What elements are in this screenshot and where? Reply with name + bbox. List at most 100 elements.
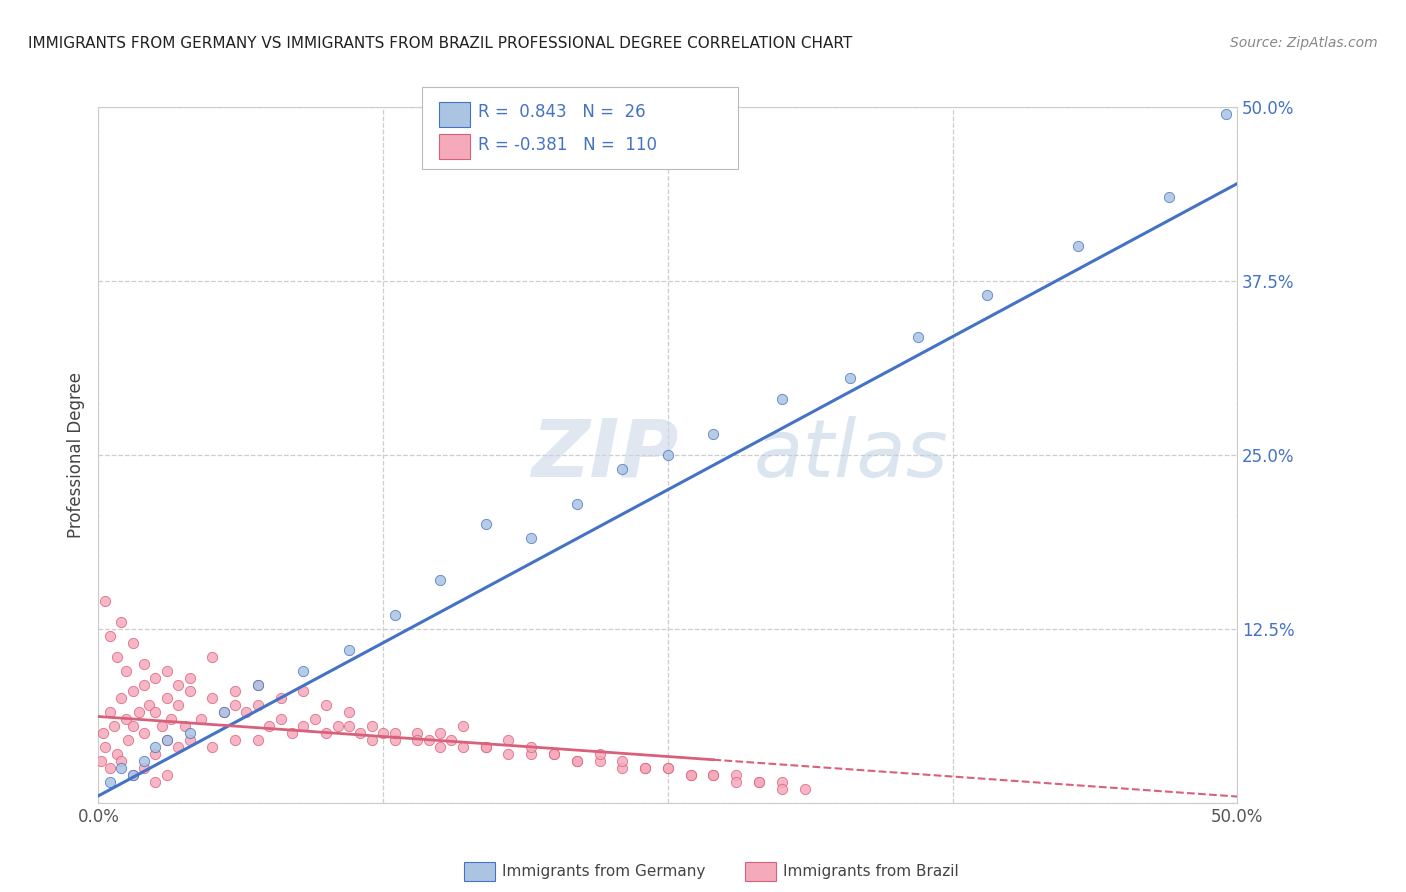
Point xyxy=(224,684,246,698)
Point xyxy=(292,719,315,733)
Point xyxy=(725,775,748,789)
Point xyxy=(315,698,337,713)
Point xyxy=(315,726,337,740)
Point xyxy=(384,733,406,747)
Point xyxy=(121,768,143,782)
Point xyxy=(1067,239,1090,253)
Point xyxy=(702,768,724,782)
Point xyxy=(281,726,304,740)
Point xyxy=(634,761,657,775)
Text: R =  0.843   N =  26: R = 0.843 N = 26 xyxy=(478,103,645,120)
Point xyxy=(132,657,155,671)
Point xyxy=(337,642,360,657)
Point xyxy=(145,740,167,755)
Point xyxy=(474,517,496,532)
Point xyxy=(543,747,565,761)
Point xyxy=(121,636,143,650)
Point xyxy=(246,733,269,747)
Point xyxy=(520,740,543,755)
Point xyxy=(429,726,451,740)
Point xyxy=(224,733,246,747)
Point xyxy=(110,615,132,629)
Point xyxy=(110,691,132,706)
Point xyxy=(114,664,136,678)
Point xyxy=(117,733,139,747)
Point xyxy=(98,706,121,720)
Point xyxy=(156,768,179,782)
Point xyxy=(105,747,128,761)
Point xyxy=(167,740,190,755)
Point xyxy=(132,761,155,775)
Y-axis label: Professional Degree: Professional Degree xyxy=(67,372,86,538)
Point xyxy=(565,497,588,511)
Point xyxy=(360,719,382,733)
Point xyxy=(520,532,543,546)
Point xyxy=(179,726,201,740)
Text: Immigrants from Brazil: Immigrants from Brazil xyxy=(783,864,959,879)
Point xyxy=(679,768,702,782)
Point xyxy=(128,706,150,720)
Point xyxy=(474,740,496,755)
Text: R = -0.381   N =  110: R = -0.381 N = 110 xyxy=(478,136,657,153)
Point xyxy=(201,649,224,664)
Point xyxy=(201,691,224,706)
Point xyxy=(179,684,201,698)
Point xyxy=(292,664,315,678)
Point xyxy=(612,761,634,775)
Text: Source: ZipAtlas.com: Source: ZipAtlas.com xyxy=(1230,36,1378,50)
Point xyxy=(976,288,998,302)
Point xyxy=(246,677,269,691)
Point xyxy=(702,768,724,782)
Point xyxy=(770,775,793,789)
Point xyxy=(748,775,770,789)
Point xyxy=(138,698,160,713)
Point xyxy=(292,684,315,698)
Point xyxy=(360,733,382,747)
Point xyxy=(145,706,167,720)
Point xyxy=(543,747,565,761)
Point xyxy=(132,677,155,691)
Point xyxy=(132,754,155,768)
Point xyxy=(179,671,201,685)
Point xyxy=(98,761,121,775)
Point xyxy=(588,747,610,761)
Point xyxy=(565,754,588,768)
Point xyxy=(145,671,167,685)
Point xyxy=(94,594,117,608)
Point xyxy=(94,740,117,755)
Point xyxy=(337,706,360,720)
Point xyxy=(326,719,349,733)
Point xyxy=(304,712,326,726)
Point xyxy=(212,706,235,720)
Point xyxy=(770,392,793,407)
Point xyxy=(657,448,679,462)
Point xyxy=(246,677,269,691)
Point xyxy=(179,733,201,747)
Text: ZIP: ZIP xyxy=(531,416,679,494)
Point xyxy=(702,427,724,442)
Point xyxy=(418,733,440,747)
Point xyxy=(474,740,496,755)
Point xyxy=(406,726,429,740)
Point xyxy=(121,719,143,733)
Point xyxy=(121,684,143,698)
Point xyxy=(145,747,167,761)
Point xyxy=(793,781,815,796)
Point xyxy=(384,726,406,740)
Point xyxy=(384,607,406,622)
Point xyxy=(224,698,246,713)
Point xyxy=(132,726,155,740)
Point xyxy=(657,761,679,775)
Point xyxy=(156,733,179,747)
Point xyxy=(770,781,793,796)
Point xyxy=(748,775,770,789)
Point xyxy=(565,754,588,768)
Point xyxy=(174,719,197,733)
Point xyxy=(110,761,132,775)
Text: atlas: atlas xyxy=(754,416,948,494)
Point xyxy=(98,629,121,643)
Point xyxy=(406,733,429,747)
Point xyxy=(90,754,112,768)
Point xyxy=(156,733,179,747)
Point xyxy=(1157,190,1180,204)
